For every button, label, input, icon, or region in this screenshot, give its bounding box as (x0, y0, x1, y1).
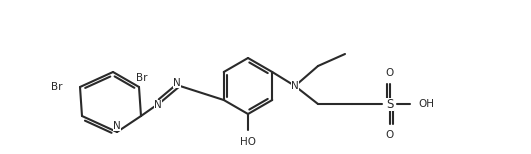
Text: N: N (173, 78, 181, 88)
Text: Br: Br (50, 82, 62, 92)
Text: Br: Br (136, 73, 148, 83)
Text: N: N (154, 100, 162, 110)
Text: O: O (386, 68, 394, 78)
Text: S: S (387, 97, 393, 111)
Text: OH: OH (418, 99, 434, 109)
Text: O: O (386, 130, 394, 140)
Text: HO: HO (240, 137, 256, 147)
Text: N: N (113, 121, 121, 131)
Text: N: N (291, 81, 299, 91)
